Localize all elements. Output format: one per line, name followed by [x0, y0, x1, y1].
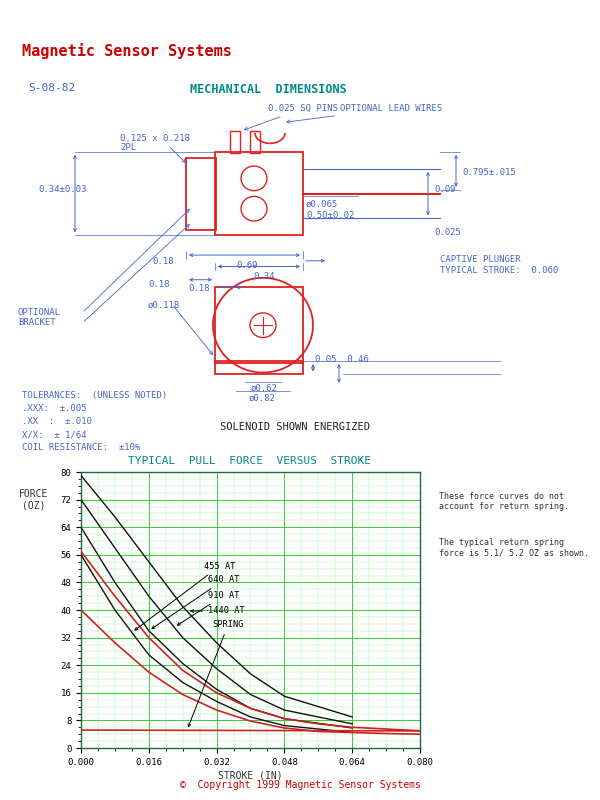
- Text: 0.025 SQ PINS: 0.025 SQ PINS: [244, 104, 338, 130]
- Text: OPTIONAL: OPTIONAL: [18, 308, 61, 317]
- Text: 0.18: 0.18: [152, 257, 173, 266]
- Text: SPRING: SPRING: [188, 620, 244, 726]
- Text: ø0.82: ø0.82: [249, 394, 276, 402]
- Text: 2PL: 2PL: [120, 143, 136, 152]
- Text: BRACKET: BRACKET: [18, 318, 56, 326]
- Bar: [250, 131, 260, 153]
- Text: 1440 AT: 1440 AT: [191, 606, 245, 615]
- Text: ø0.065: ø0.065: [306, 199, 338, 208]
- Text: These force curves do not
account for return spring.: These force curves do not account for re…: [439, 492, 569, 511]
- Text: 910 AT: 910 AT: [178, 591, 239, 625]
- Text: 0.69: 0.69: [236, 261, 257, 270]
- Text: 0.34: 0.34: [253, 272, 275, 281]
- Text: 0.34±0.03: 0.34±0.03: [38, 186, 86, 194]
- X-axis label: STROKE (IN): STROKE (IN): [218, 771, 283, 781]
- Text: 0.09: 0.09: [434, 186, 455, 194]
- Text: 0.05  0.46: 0.05 0.46: [315, 355, 369, 365]
- Text: The typical return spring
force is 5.1/ 5.2 OZ as shown.: The typical return spring force is 5.1/ …: [439, 538, 589, 557]
- Text: 0.18: 0.18: [188, 285, 209, 294]
- Text: ø0.62: ø0.62: [251, 384, 278, 393]
- Text: Magnetic Sensor Systems: Magnetic Sensor Systems: [22, 43, 232, 59]
- Text: TOLERANCES:  (UNLESS NOTED)
.XXX:  ±.005
.XX  :  ±.010
X/X:  ± 1/64
COIL RESISTA: TOLERANCES: (UNLESS NOTED) .XXX: ±.005 .…: [22, 391, 167, 452]
- Text: ø0.118: ø0.118: [148, 301, 180, 310]
- Text: 455 AT: 455 AT: [135, 562, 235, 630]
- Text: SOLENOID SHOWN ENERGIZED: SOLENOID SHOWN ENERGIZED: [220, 422, 370, 432]
- Text: 640 AT: 640 AT: [152, 575, 239, 629]
- Bar: [186, 158, 216, 230]
- Text: S-08-82: S-08-82: [28, 82, 75, 93]
- Text: 0.025: 0.025: [434, 228, 461, 237]
- Text: OPTIONAL LEAD WIRES: OPTIONAL LEAD WIRES: [287, 104, 442, 123]
- Y-axis label: FORCE
(OZ): FORCE (OZ): [19, 489, 48, 510]
- Text: CAPTIVE PLUNGER: CAPTIVE PLUNGER: [440, 255, 521, 264]
- Bar: [215, 152, 303, 235]
- Text: 0.125 x 0.218: 0.125 x 0.218: [120, 134, 190, 143]
- Text: MECHANICAL  DIMENSIONS: MECHANICAL DIMENSIONS: [190, 82, 347, 96]
- Text: TYPICAL STROKE:  0.060: TYPICAL STROKE: 0.060: [440, 266, 558, 274]
- Text: ©  Copyright 1999 Magnetic Sensor Systems: © Copyright 1999 Magnetic Sensor Systems: [179, 781, 421, 790]
- Text: TYPICAL  PULL  FORCE  VERSUS  STROKE: TYPICAL PULL FORCE VERSUS STROKE: [128, 456, 371, 466]
- Bar: [215, 361, 303, 374]
- Text: 0.795±.015: 0.795±.015: [462, 168, 516, 177]
- Bar: [215, 287, 303, 363]
- Bar: [230, 131, 240, 153]
- Text: 0.18: 0.18: [148, 280, 170, 289]
- Text: 0.50±0.02: 0.50±0.02: [306, 210, 355, 219]
